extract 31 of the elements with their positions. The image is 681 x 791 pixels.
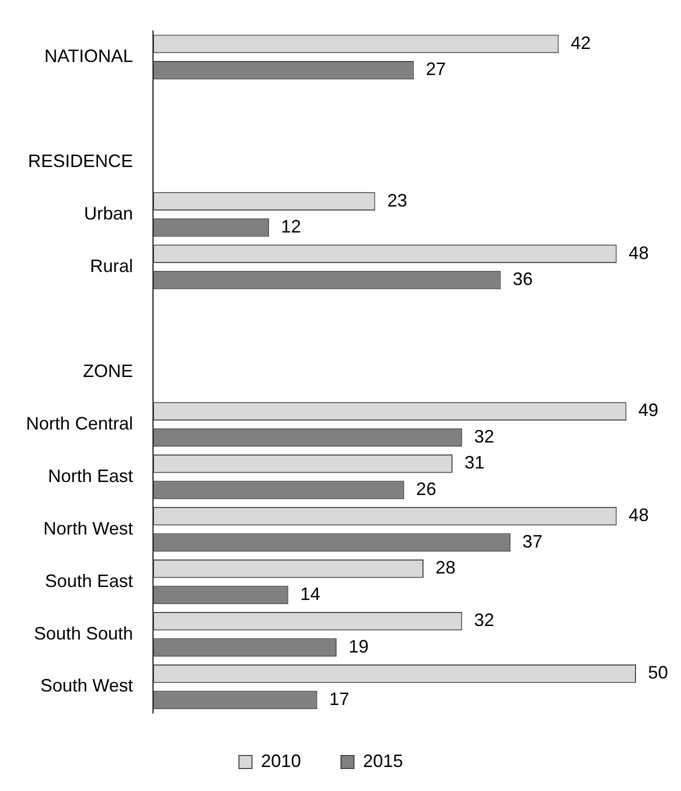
data-label: 12 [280, 216, 301, 237]
data-label: 19 [348, 636, 369, 656]
data-label: 50 [648, 662, 668, 683]
y-tick-label: South West [40, 676, 134, 696]
data-label: 42 [570, 32, 591, 53]
data-label: 36 [512, 269, 533, 290]
y-tick-label: RESIDENCE [28, 150, 134, 171]
y-tick-label: North Central [26, 413, 134, 434]
data-label: 32 [474, 426, 494, 446]
data-label: 17 [329, 688, 350, 709]
y-tick-label: South East [44, 570, 134, 591]
legend-label: 2015 [363, 750, 404, 771]
data-label: 37 [522, 531, 542, 552]
data-label: 31 [464, 452, 485, 473]
y-tick-label: North East [48, 466, 134, 486]
data-label: 32 [474, 610, 494, 630]
data-label: 48 [628, 242, 649, 263]
y-tick-label: Rural [90, 256, 134, 276]
data-label: 48 [628, 505, 649, 526]
y-tick-label: Urban [84, 203, 134, 224]
data-label: 27 [426, 59, 446, 80]
legend-label: 2010 [260, 750, 302, 771]
y-tick-label: North West [43, 518, 134, 538]
data-label: 49 [638, 400, 658, 420]
data-label: 14 [300, 584, 320, 604]
y-tick-label: South South [34, 623, 134, 644]
data-label: 28 [436, 558, 456, 578]
y-tick-label: NATIONAL [44, 46, 134, 66]
data-label: 23 [387, 190, 408, 210]
data-label: 26 [416, 478, 436, 499]
y-tick-label: ZONE [83, 360, 134, 381]
